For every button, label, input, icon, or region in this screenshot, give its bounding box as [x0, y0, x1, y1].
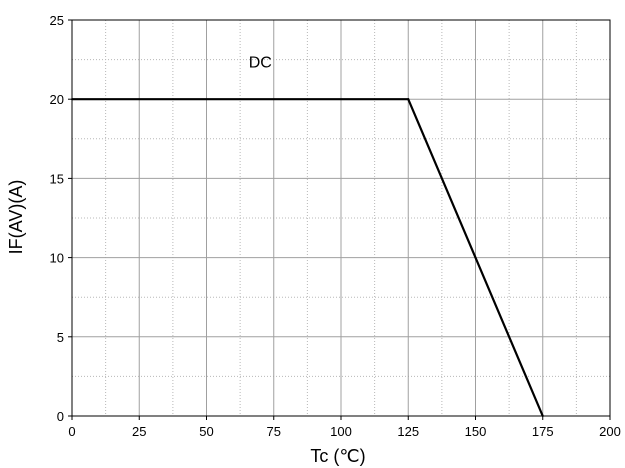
- annotation-layer: DC: [249, 55, 272, 72]
- x-tick-label: 25: [132, 424, 146, 439]
- y-tick-label: 20: [50, 92, 64, 107]
- grid: [72, 20, 610, 416]
- x-tick-label: 125: [397, 424, 419, 439]
- y-tick-label: 10: [50, 251, 64, 266]
- y-tick-label: 15: [50, 171, 64, 186]
- annotation-dc-label: DC: [249, 55, 272, 72]
- y-tick-label: 25: [50, 13, 64, 28]
- x-tick-label: 50: [199, 424, 213, 439]
- data-point: [407, 98, 410, 101]
- y-tick-label: 5: [57, 330, 64, 345]
- x-tick-label: 200: [599, 424, 621, 439]
- y-axis-title: IF(AV)(A): [6, 180, 26, 255]
- x-tick-label: 175: [532, 424, 554, 439]
- x-axis-title: Tc (℃): [310, 446, 365, 466]
- y-tick-label: 0: [57, 409, 64, 424]
- x-tick-label: 150: [465, 424, 487, 439]
- tick-layer: 0 25 50 75 100 125 150 175 200 0 5 10 15 20 25: [50, 13, 621, 439]
- x-tick-label: 75: [267, 424, 281, 439]
- x-tick-label: 0: [68, 424, 75, 439]
- x-tick-label: 100: [330, 424, 352, 439]
